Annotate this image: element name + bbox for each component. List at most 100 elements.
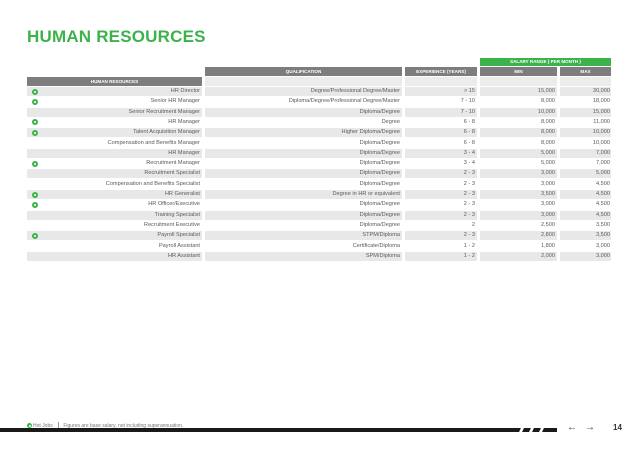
hot-job-icon xyxy=(32,88,38,95)
job-title-cell: Recruitment Specialist xyxy=(27,169,202,179)
page-title: HUMAN RESOURCES xyxy=(27,27,206,46)
job-title-cell: HR Generalist xyxy=(27,190,202,199)
experience-cell: 3 - 4 xyxy=(405,159,477,169)
qualification-cell: SPM/Diploma xyxy=(205,251,402,261)
min-salary-cell: 2,000 xyxy=(480,251,557,261)
job-title-cell: Recruitment Executive xyxy=(27,220,202,230)
max-salary-cell: 3,500 xyxy=(560,220,611,230)
table-row: Compensation and Benefits Specialist Dipl… xyxy=(27,179,611,189)
header-blank xyxy=(205,77,402,86)
qualification-cell: Diploma/Degree/Professional Degree/Maste… xyxy=(205,97,402,107)
max-salary-cell: 4,500 xyxy=(560,179,611,189)
qualification-cell: Degree xyxy=(205,117,402,127)
job-title-cell: HR Assistant xyxy=(27,251,202,261)
hot-jobs-label: Hot Jobs xyxy=(33,423,53,429)
max-salary-cell: 10,000 xyxy=(560,128,611,138)
job-title-cell: Talent Acquisition Manager xyxy=(27,128,202,138)
min-salary-cell: 2,500 xyxy=(480,220,557,230)
experience-cell: 6 - 8 xyxy=(405,128,477,138)
max-salary-cell: 15,000 xyxy=(560,107,611,117)
max-salary-cell: 4,500 xyxy=(560,210,611,220)
job-title-cell: HR Manager xyxy=(27,148,202,158)
min-salary-cell: 2,800 xyxy=(480,231,557,241)
qualification-cell: Diploma/Degree xyxy=(205,159,402,169)
max-salary-cell: 4,500 xyxy=(560,200,611,210)
table-row: Payroll Specialist STPM/Diploma 2 - 3 2,800… xyxy=(27,231,611,241)
salary-range-header: SALARY RANGE ( PER MONTH ) xyxy=(480,58,611,66)
qualification-cell: Diploma/Degree xyxy=(205,169,402,179)
max-salary-cell: 3,000 xyxy=(560,251,611,261)
job-title-cell: Senior HR Manager xyxy=(27,97,202,107)
min-salary-cell: 15,000 xyxy=(480,87,557,96)
experience-cell: 3 - 4 xyxy=(405,148,477,158)
experience-cell: 2 - 3 xyxy=(405,169,477,179)
qualification-cell: Diploma/Degree xyxy=(205,138,402,148)
qualification-cell: Degree in HR or equivalent xyxy=(205,190,402,199)
footer-note: Hot Jobs Figures are base salary, not inc… xyxy=(27,422,183,429)
header-experience: EXPERIENCE (YEARS) xyxy=(405,67,477,76)
min-salary-cell: 3,000 xyxy=(480,179,557,189)
job-title-cell: Recruitment Manager xyxy=(27,159,202,169)
experience-cell: 6 - 8 xyxy=(405,117,477,127)
header-blank xyxy=(560,77,611,86)
table-row: Recruitment Manager Diploma/Degree 3 - 4 5,… xyxy=(27,159,611,169)
hot-job-icon xyxy=(32,201,38,208)
max-salary-cell: 3,000 xyxy=(560,241,611,251)
max-salary-cell: 3,500 xyxy=(560,231,611,241)
max-salary-cell: 30,000 xyxy=(560,87,611,96)
experience-cell: 2 xyxy=(405,220,477,230)
qualification-cell: Certificate/Diploma xyxy=(205,241,402,251)
experience-cell: 1 - 2 xyxy=(405,251,477,261)
divider xyxy=(57,422,59,428)
min-salary-cell: 8,000 xyxy=(480,128,557,138)
table-subheader-row: HUMAN RESOURCES xyxy=(27,77,611,86)
hot-job-icon xyxy=(27,423,32,428)
table-row: Talent Acquisition Manager Higher Diploma… xyxy=(27,128,611,138)
table-row: Training Specialist Diploma/Degree 2 - 3 3,… xyxy=(27,210,611,220)
min-salary-cell: 3,000 xyxy=(480,210,557,220)
min-salary-cell: 8,000 xyxy=(480,117,557,127)
page-number: 14 xyxy=(613,423,622,432)
min-salary-cell: 8,000 xyxy=(480,138,557,148)
table-row: Senior HR Manager Diploma/Degree/Professi… xyxy=(27,97,611,107)
hot-job-icon xyxy=(32,119,38,126)
table-row: Payroll Assistant Certificate/Diploma 1 - … xyxy=(27,241,611,251)
qualification-cell: STPM/Diploma xyxy=(205,231,402,241)
table-row: Recruitment Specialist Diploma/Degree 2 - … xyxy=(27,169,611,179)
min-salary-cell: 10,000 xyxy=(480,107,557,117)
min-salary-cell: 5,000 xyxy=(480,159,557,169)
qualification-cell: Diploma/Degree xyxy=(205,107,402,117)
min-salary-cell: 3,000 xyxy=(480,169,557,179)
hot-job-icon xyxy=(32,98,38,105)
table-row: Senior Recruitment Manager Diploma/Degree… xyxy=(27,107,611,117)
hot-job-icon xyxy=(32,232,38,239)
experience-cell: 2 - 3 xyxy=(405,179,477,189)
max-salary-cell: 4,500 xyxy=(560,190,611,199)
qualification-cell: Diploma/Degree xyxy=(205,210,402,220)
arrow-right-icon[interactable]: → xyxy=(585,422,595,433)
job-title-cell: Compensation and Benefits Specialist xyxy=(27,179,202,189)
max-salary-cell: 11,000 xyxy=(560,117,611,127)
min-salary-cell: 3,500 xyxy=(480,190,557,199)
hot-job-icon xyxy=(32,160,38,167)
min-salary-cell: 5,000 xyxy=(480,148,557,158)
job-title-cell: Training Specialist xyxy=(27,210,202,220)
min-salary-cell: 3,000 xyxy=(480,200,557,210)
experience-cell: 7 - 10 xyxy=(405,107,477,117)
experience-cell: 6 - 8 xyxy=(405,138,477,148)
max-salary-cell: 18,000 xyxy=(560,97,611,107)
job-title-cell: Payroll Specialist xyxy=(27,231,202,241)
arrow-left-icon[interactable]: ← xyxy=(567,422,577,433)
min-salary-cell: 1,800 xyxy=(480,241,557,251)
experience-cell: 2 - 3 xyxy=(405,231,477,241)
table-row: HR Manager Degree 6 - 8 8,000 11,000 xyxy=(27,117,611,127)
hot-job-icon xyxy=(32,129,38,136)
qualification-cell: Diploma/Degree xyxy=(205,148,402,158)
max-salary-cell: 7,000 xyxy=(560,148,611,158)
table-row: Compensation and Benefits Manager Diploma… xyxy=(27,138,611,148)
experience-cell: 2 - 3 xyxy=(405,210,477,220)
table-row: HR Director Degree/Professional Degree/Ma… xyxy=(27,87,611,96)
max-salary-cell: 7,000 xyxy=(560,159,611,169)
footer-bar xyxy=(0,428,557,432)
